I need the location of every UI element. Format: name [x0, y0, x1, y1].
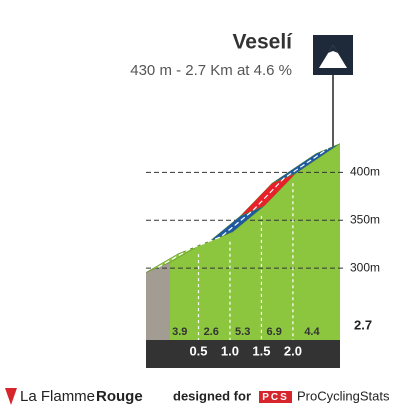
x-tick-label: 2.0 [284, 343, 302, 358]
plot: 300m 350m 400m 0.5 1.0 1.5 2.0 2.7 3.9 2.6 5.3 6.9 4… [145, 143, 380, 368]
center-line [157, 148, 329, 268]
x-tick-label: 1.0 [221, 343, 239, 358]
distance-band [146, 340, 340, 368]
gradient-label: 2.6 [204, 326, 219, 338]
gradient-label: 4.4 [304, 326, 320, 338]
gradient-label: 3.9 [172, 326, 187, 338]
x-tick-label: 0.5 [189, 343, 207, 358]
profile-area [170, 143, 340, 340]
y-tick-label: 400m [350, 164, 380, 178]
pcs-logo: PCS [262, 392, 289, 403]
flamme-logo [5, 388, 17, 405]
x-tick-label: 2.7 [354, 317, 372, 332]
gradient-label: 5.3 [235, 326, 250, 338]
y-tick-label: 300m [350, 260, 380, 274]
chart-subtitle: 430 m - 2.7 Km at 4.6 % [130, 62, 292, 79]
segment-band [271, 143, 341, 184]
summit-icon-snow [328, 45, 338, 53]
brand: La Flamme [20, 388, 95, 405]
gradient-label: 6.9 [267, 326, 282, 338]
footer: La Flamme Rouge designed for PCS ProCycl… [5, 388, 390, 405]
chart-title: Veselí [232, 31, 293, 54]
designed-for: designed for [173, 388, 251, 403]
profile-start-face [146, 262, 170, 340]
x-tick-label: 1.5 [252, 343, 270, 358]
summit-icon-mountain [319, 45, 347, 68]
brand-bold: Rouge [96, 388, 143, 405]
pcs-name: ProCyclingStats [297, 388, 390, 403]
y-tick-label: 350m [350, 212, 380, 226]
pcs-logo-box [259, 391, 292, 403]
